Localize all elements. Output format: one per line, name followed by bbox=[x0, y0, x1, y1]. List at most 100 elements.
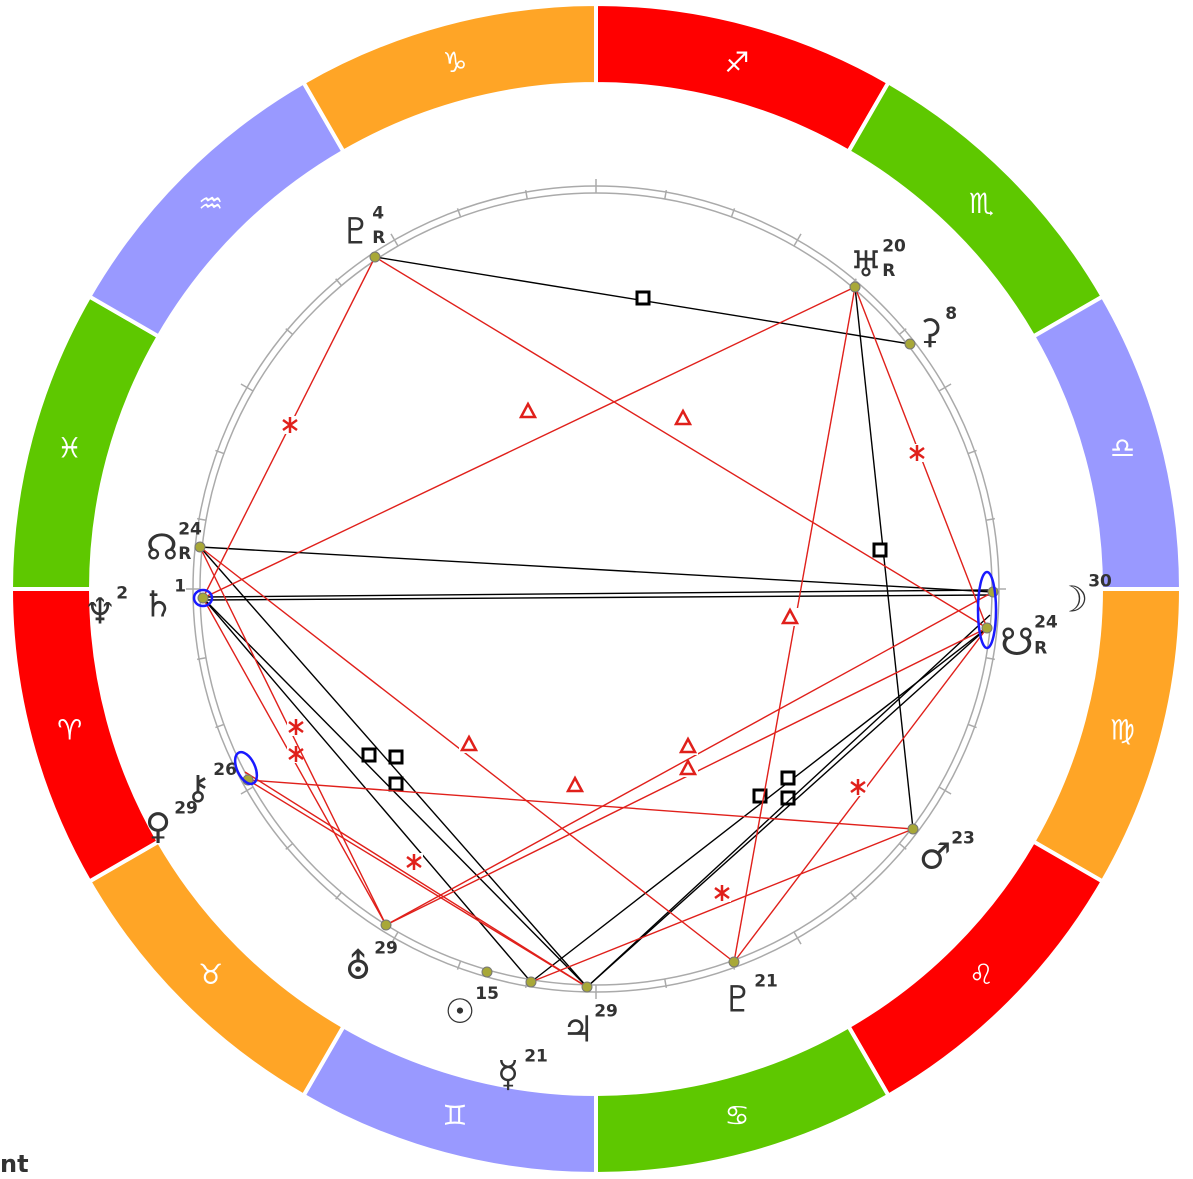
planet-glyph: ⚳ bbox=[918, 312, 943, 352]
planet-glyph: ♄ bbox=[142, 585, 174, 626]
aspect-line bbox=[586, 614, 991, 988]
sign-segment bbox=[1030, 587, 1184, 885]
degree-tick bbox=[240, 786, 254, 795]
planet-degree: 30 bbox=[1088, 571, 1112, 591]
planet-glyph: ⚷ bbox=[186, 768, 211, 808]
degree-tick bbox=[849, 891, 857, 900]
aspect-line bbox=[374, 256, 988, 629]
planet-dot bbox=[380, 919, 392, 931]
sign-glyph: ♊ bbox=[442, 1099, 467, 1132]
degree-tick bbox=[967, 723, 977, 729]
sextile-aspect bbox=[909, 445, 925, 461]
sign-segment bbox=[300, 1, 598, 155]
aspect-line bbox=[854, 286, 914, 830]
planet-dot bbox=[728, 956, 740, 968]
degree-tick bbox=[335, 278, 343, 287]
planet-dot bbox=[904, 338, 916, 350]
square-aspect bbox=[780, 770, 796, 786]
planet-glyph: ☋ bbox=[1000, 620, 1034, 664]
conjunction-ring bbox=[976, 570, 998, 650]
aspect-line bbox=[586, 627, 988, 988]
sign-segment bbox=[8, 587, 162, 885]
planet-degree: 29 bbox=[594, 1001, 618, 1021]
planet-dot bbox=[369, 251, 381, 263]
degree-tick bbox=[390, 931, 399, 945]
sign-glyph: ♉ bbox=[198, 958, 223, 991]
sign-glyph: ♍ bbox=[1110, 714, 1135, 747]
square-aspect bbox=[635, 290, 651, 306]
sign-glyph: ♑ bbox=[442, 46, 467, 79]
sign-glyph: ♈ bbox=[57, 714, 82, 747]
aspect-line bbox=[385, 591, 994, 926]
aspect-line bbox=[202, 597, 588, 988]
planet-glyph: ☉ bbox=[445, 992, 475, 1032]
degree-tick bbox=[793, 233, 802, 247]
aspect-line bbox=[199, 546, 994, 593]
degree-tick bbox=[456, 208, 462, 218]
planet-glyph: ♇ bbox=[340, 212, 372, 253]
inner-circle bbox=[192, 185, 1000, 993]
degree-tick bbox=[215, 449, 225, 455]
degree-tick bbox=[793, 931, 802, 945]
square-aspect bbox=[872, 542, 888, 558]
sign-segment bbox=[8, 293, 162, 591]
sextile-aspect bbox=[714, 885, 730, 901]
square-aspect bbox=[388, 776, 404, 792]
aspect-lines bbox=[199, 256, 994, 988]
planet-dot bbox=[197, 592, 209, 604]
trine-aspect bbox=[673, 408, 693, 426]
degree-tick bbox=[664, 978, 668, 988]
sign-glyph: ♒ bbox=[198, 187, 223, 220]
planet-glyph: ♃ bbox=[562, 1010, 594, 1051]
sextile-aspect bbox=[406, 854, 422, 870]
retrograde-mark: R bbox=[178, 544, 191, 564]
square-aspect bbox=[388, 749, 404, 765]
degree-ring bbox=[186, 179, 1006, 999]
degree-tick bbox=[967, 449, 977, 455]
inner-circle bbox=[199, 192, 993, 986]
planet-degree: 29 bbox=[174, 798, 198, 818]
aspect-line bbox=[202, 589, 994, 598]
planet-degree: 26 bbox=[213, 760, 237, 780]
degree-tick bbox=[898, 328, 907, 336]
degree-tick bbox=[390, 233, 399, 247]
degree-tick bbox=[197, 657, 207, 661]
trine-aspect bbox=[678, 736, 698, 754]
planet-dot bbox=[907, 823, 919, 835]
planet-degree: 23 bbox=[951, 828, 975, 848]
aspect-line bbox=[199, 546, 735, 963]
sign-glyph: ♋ bbox=[725, 1099, 750, 1132]
retrograde-mark: R bbox=[1034, 638, 1047, 658]
planet-dot bbox=[581, 981, 593, 993]
square-aspect bbox=[780, 790, 796, 806]
planet-glyph: ⛢ bbox=[345, 947, 371, 988]
planet-degree: 4 bbox=[372, 203, 384, 223]
sextile-aspect bbox=[850, 779, 866, 795]
sign-glyph: ♓ bbox=[57, 431, 82, 464]
planet-glyph: ♆ bbox=[84, 592, 116, 633]
planet-dot bbox=[525, 976, 537, 988]
aspect-line bbox=[247, 779, 588, 988]
degree-tick bbox=[240, 383, 254, 392]
planet-glyph: ♅ bbox=[850, 245, 882, 286]
aspect-line bbox=[202, 286, 856, 599]
sign-glyph: ♐ bbox=[725, 46, 750, 79]
planet-degree: 8 bbox=[945, 304, 957, 324]
planet-labels: ♇ 4R♅ 20R⚳ 8☊ 24R♄ 1♆ 2 ☽ 30☋ 24R⚷ 26♀ 29♂ 23⛢ 29☉ 15♃… bbox=[84, 203, 1112, 1095]
planet-degree: 24 bbox=[178, 519, 202, 539]
degree-tick bbox=[938, 383, 952, 392]
degree-tick bbox=[898, 842, 907, 850]
planet-degree: 21 bbox=[524, 1046, 548, 1066]
conjunction-ring bbox=[233, 750, 259, 786]
aspect-line bbox=[247, 779, 914, 830]
planet-dot bbox=[194, 541, 206, 553]
footer-text: nt bbox=[0, 1150, 29, 1178]
planet-degree: 2 bbox=[116, 583, 128, 603]
planet-degree: 15 bbox=[475, 984, 499, 1004]
aspect-line bbox=[244, 771, 588, 988]
degree-tick bbox=[524, 190, 528, 200]
sign-glyph: ♏ bbox=[969, 187, 994, 220]
planet-degree: 20 bbox=[882, 236, 906, 256]
degree-tick bbox=[285, 328, 294, 336]
